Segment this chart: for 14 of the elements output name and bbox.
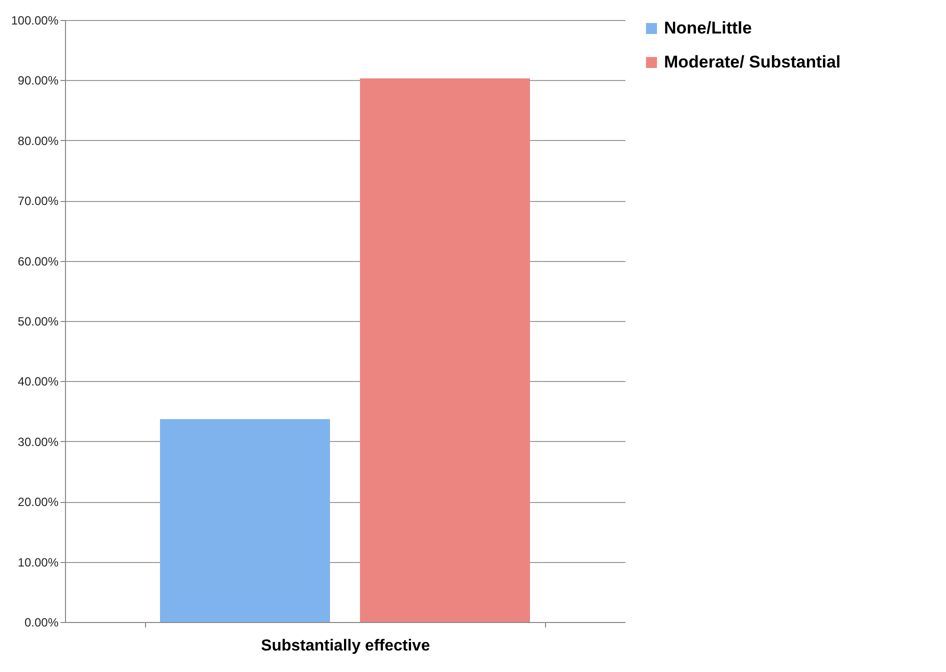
y-tick-label: 10.00% bbox=[18, 555, 59, 570]
y-tick-label: 70.00% bbox=[18, 194, 59, 208]
y-tick-label: 100.00% bbox=[11, 14, 59, 28]
y-tick-label: 90.00% bbox=[18, 74, 59, 88]
x-tick-label: Substantially effective bbox=[261, 638, 430, 654]
y-tick-label: 50.00% bbox=[18, 314, 59, 328]
legend-label: None/Little bbox=[664, 18, 752, 38]
y-tick-label: 60.00% bbox=[18, 254, 59, 268]
y-tick-label: 30.00% bbox=[18, 434, 59, 449]
legend-label: Moderate/ Substantial bbox=[664, 52, 841, 72]
y-tick-label: 0.00% bbox=[24, 616, 59, 630]
y-tick-label: 80.00% bbox=[18, 134, 59, 148]
y-tick-label: 40.00% bbox=[18, 374, 59, 389]
y-tick-label: 20.00% bbox=[18, 495, 59, 510]
